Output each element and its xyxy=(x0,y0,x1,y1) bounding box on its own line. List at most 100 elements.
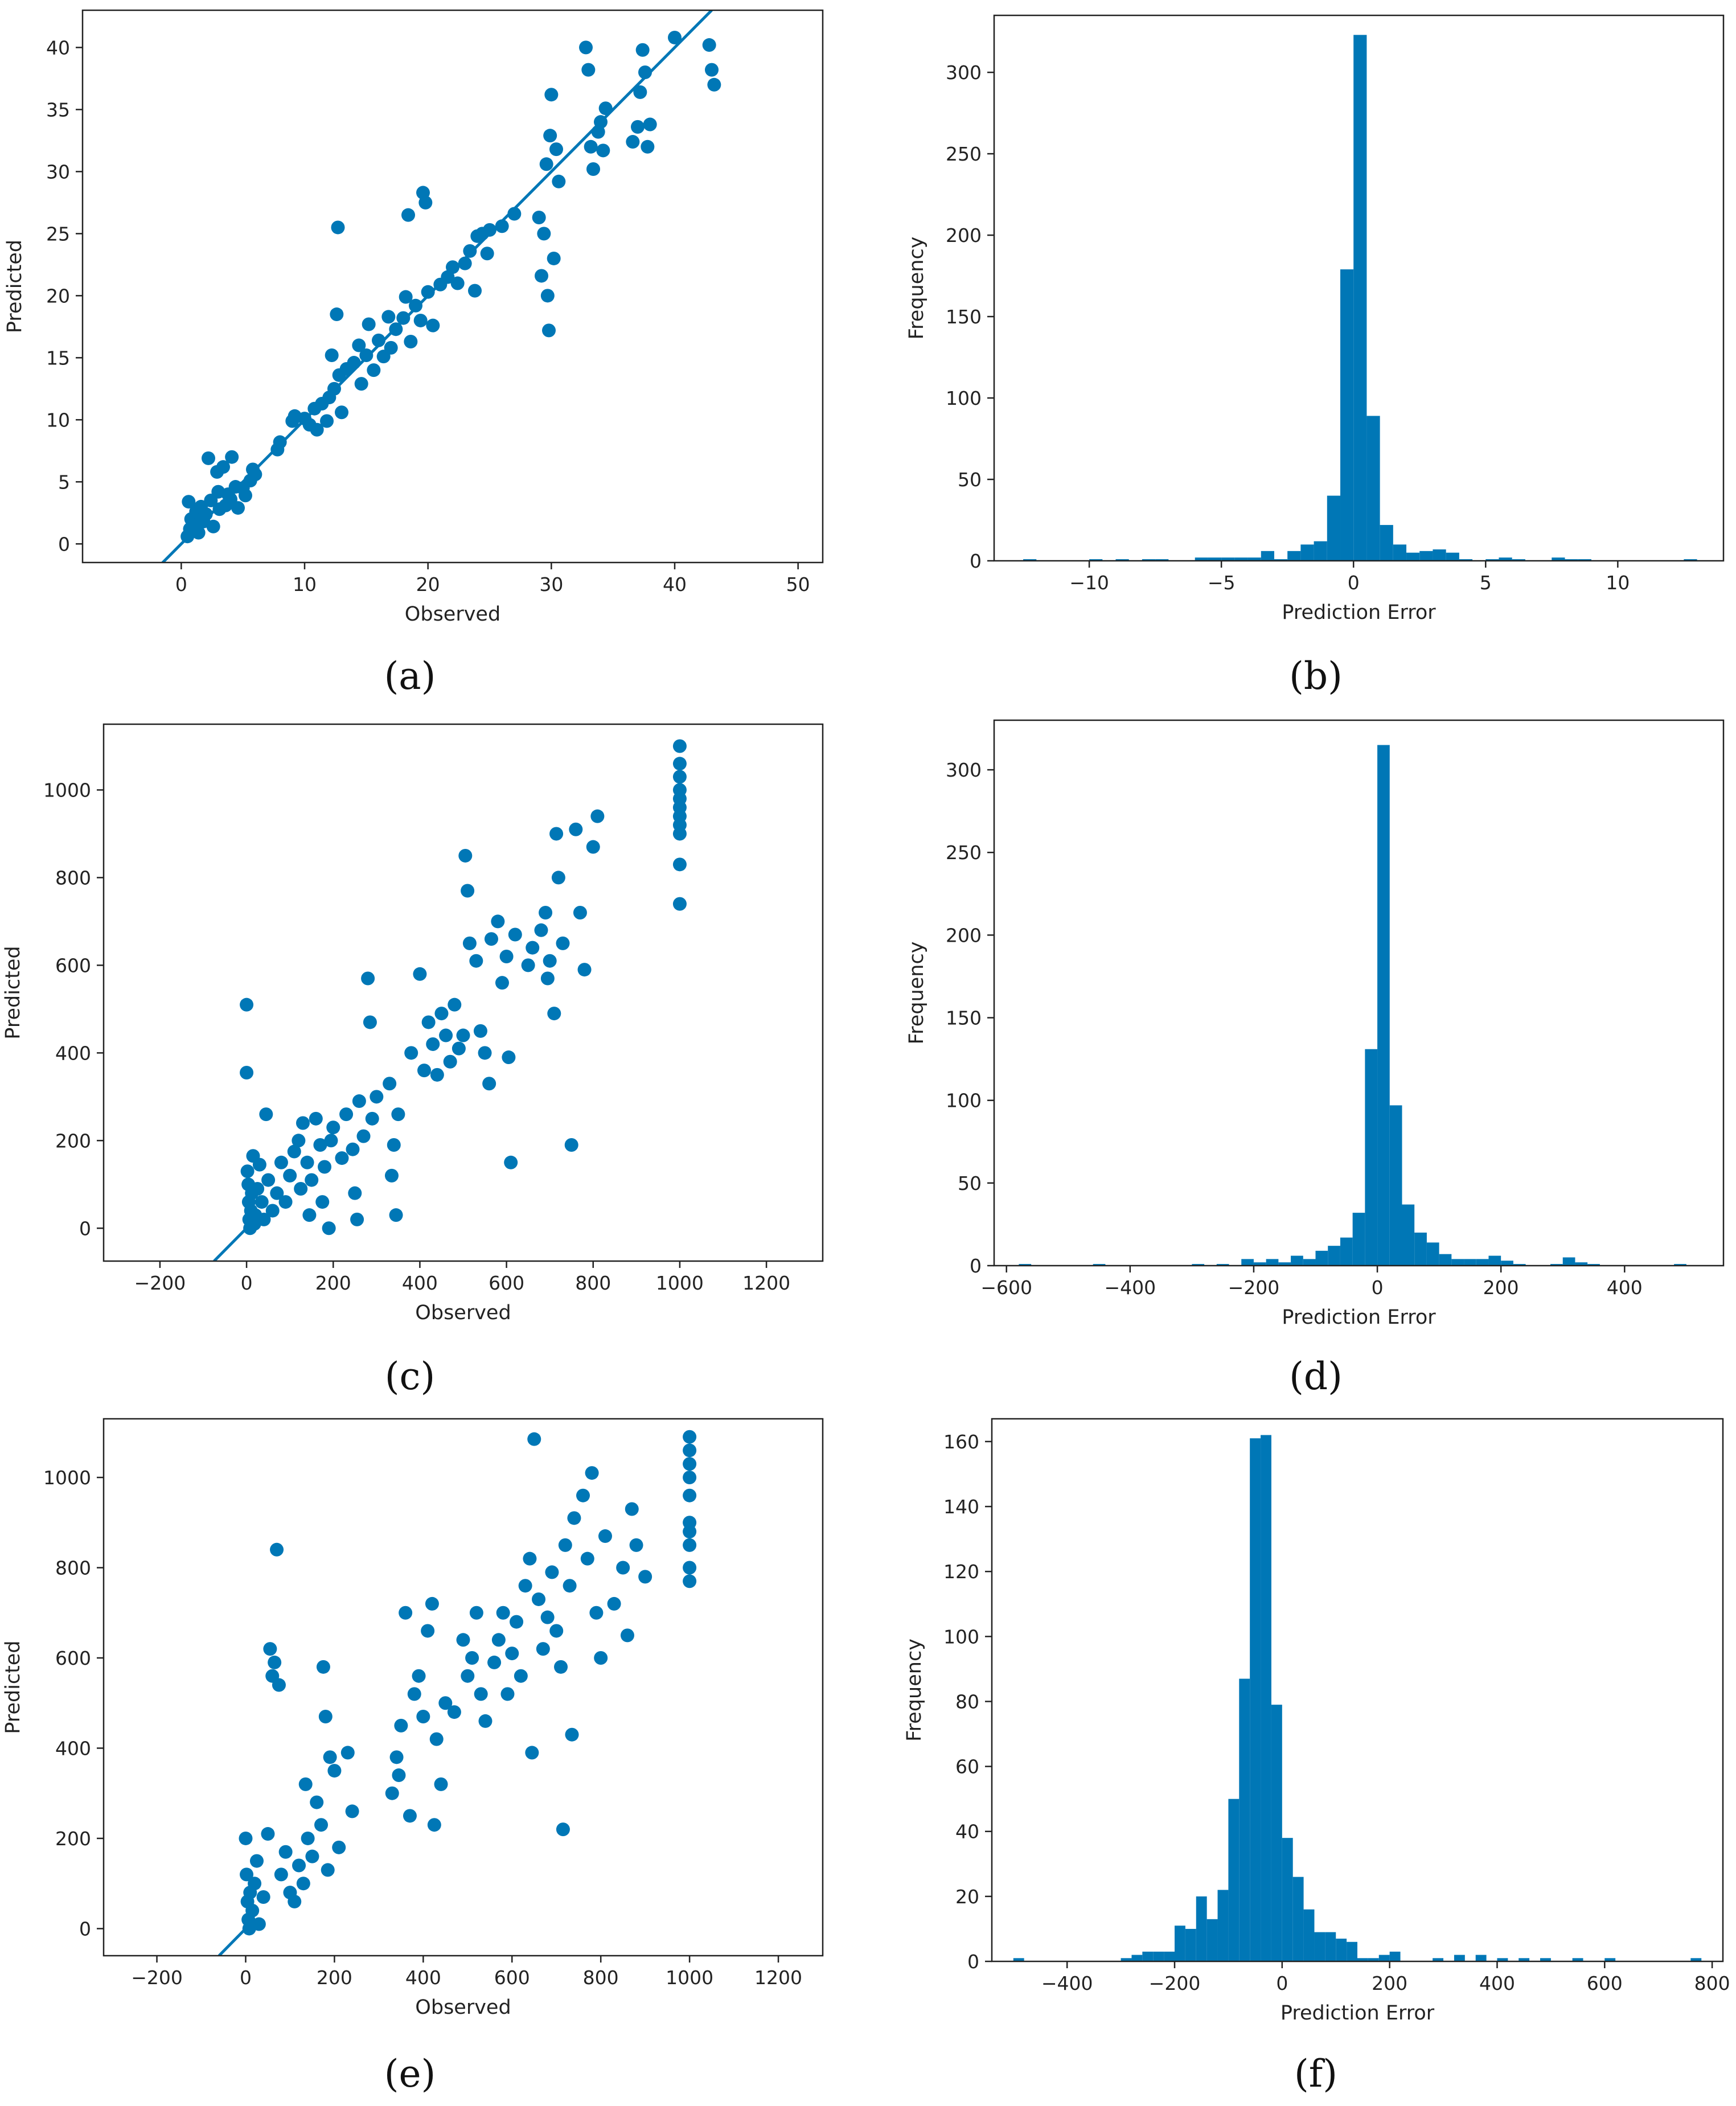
data-point xyxy=(396,311,411,325)
data-point xyxy=(352,1094,366,1109)
data-point xyxy=(629,1538,643,1552)
x-tick-label: 20 xyxy=(416,573,440,596)
histogram-bar xyxy=(1497,1958,1508,1961)
data-point xyxy=(620,1628,634,1643)
data-point xyxy=(270,1186,284,1200)
data-point xyxy=(257,1212,271,1226)
data-point xyxy=(347,356,361,370)
histogram-bar xyxy=(1185,1928,1196,1961)
x-tick-label: −400 xyxy=(1041,1972,1093,1994)
data-point xyxy=(625,1502,639,1516)
x-tick-label: 5 xyxy=(1480,572,1492,594)
data-point xyxy=(268,1655,282,1669)
data-point xyxy=(389,1750,404,1764)
data-point xyxy=(384,1168,399,1183)
x-tick-label: 600 xyxy=(1587,1972,1623,1994)
data-point xyxy=(346,1142,360,1156)
data-point xyxy=(413,967,427,981)
y-tick-label: 300 xyxy=(946,759,982,781)
plot-area-a xyxy=(161,10,721,563)
axes-frame xyxy=(991,1418,1724,1963)
axes-frame xyxy=(993,14,1725,562)
y-tick-label: 600 xyxy=(55,954,91,976)
y-tick-label: 60 xyxy=(955,1756,979,1778)
histogram-bar xyxy=(1357,1958,1368,1961)
y-tick-label: 40 xyxy=(46,36,70,59)
data-point xyxy=(558,1538,572,1552)
y-tick-label: 0 xyxy=(970,550,982,572)
data-point xyxy=(323,1750,337,1764)
data-point xyxy=(543,129,557,143)
histogram-bar xyxy=(1300,544,1314,561)
data-point xyxy=(526,941,540,955)
histogram-bar xyxy=(1512,559,1525,561)
y-tick-label: 250 xyxy=(946,841,982,864)
data-point xyxy=(283,1168,297,1183)
axes-frame xyxy=(102,1418,824,1957)
data-point xyxy=(240,1164,255,1179)
data-point xyxy=(335,1151,349,1165)
x-tick-label: 10 xyxy=(1606,572,1630,594)
data-point xyxy=(495,976,509,990)
x-tick-label: 1200 xyxy=(742,1272,790,1294)
data-point xyxy=(626,135,640,149)
histogram-bar xyxy=(1433,1958,1444,1961)
data-point xyxy=(462,936,477,950)
histogram-bar xyxy=(1365,1049,1378,1266)
data-point xyxy=(330,307,344,322)
data-point xyxy=(505,1647,519,1661)
histogram-bar xyxy=(1578,559,1591,561)
data-point xyxy=(421,285,435,299)
data-point xyxy=(331,220,345,235)
data-point xyxy=(261,1827,275,1841)
data-point xyxy=(430,1068,444,1082)
histogram-bar xyxy=(1253,1262,1266,1266)
x-tick-label: 400 xyxy=(1479,1972,1515,1994)
histogram-bar xyxy=(1247,557,1261,561)
data-point xyxy=(383,1077,397,1091)
data-point xyxy=(469,1606,483,1620)
x-tick-label: 800 xyxy=(1694,1972,1730,1994)
data-point xyxy=(482,1077,496,1091)
data-point xyxy=(469,954,483,968)
y-tick-label: 200 xyxy=(946,224,982,247)
histogram-bar xyxy=(1368,1958,1379,1961)
histogram-bar xyxy=(1347,1941,1357,1961)
data-point xyxy=(518,1579,532,1593)
histogram-bar xyxy=(1499,557,1512,561)
data-point xyxy=(345,1804,359,1818)
data-point xyxy=(324,1134,338,1148)
data-point xyxy=(540,289,555,303)
data-point xyxy=(326,1120,340,1135)
data-point xyxy=(527,1432,541,1446)
histogram-bar xyxy=(1303,1909,1315,1961)
data-point xyxy=(245,1903,260,1918)
data-point xyxy=(683,1488,697,1502)
panel-e-scatter: −200 0 200 400 600 800 1000 1200 0 200 400 600 800 10… xyxy=(2,1418,824,2019)
data-point xyxy=(683,1574,697,1588)
x-tick-label: 10 xyxy=(293,573,317,596)
y-tick-label: 800 xyxy=(55,1557,91,1579)
histogram-bar xyxy=(1153,1951,1164,1961)
data-point xyxy=(552,174,566,188)
data-point xyxy=(278,1195,293,1209)
histogram-bar xyxy=(1250,1438,1261,1961)
histogram-bar xyxy=(1439,1254,1452,1266)
data-point xyxy=(556,936,570,950)
data-point xyxy=(672,827,687,841)
data-point xyxy=(672,770,687,784)
histogram-bar xyxy=(1419,551,1433,561)
data-point xyxy=(641,139,655,154)
x-tick-label: 0 xyxy=(240,1967,252,1989)
data-point xyxy=(426,318,440,332)
data-point xyxy=(458,256,472,270)
data-point xyxy=(504,1155,518,1169)
plot-area-d xyxy=(1019,745,1686,1266)
data-point xyxy=(206,519,220,533)
histogram-bar xyxy=(1446,552,1459,561)
x-axis-title: Observed xyxy=(405,603,500,626)
data-point xyxy=(576,1488,590,1502)
plot-area-c xyxy=(213,739,687,1261)
histogram-bar xyxy=(1303,1259,1316,1266)
histogram-bar xyxy=(1121,1958,1132,1961)
